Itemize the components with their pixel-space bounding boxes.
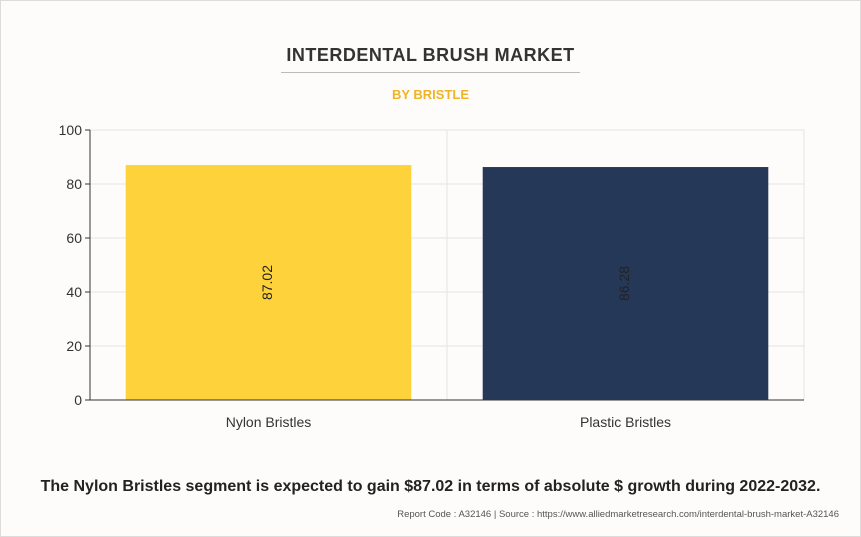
source-citation: Report Code : A32146 | Source : https://… xyxy=(397,509,839,520)
y-tick-label: 80 xyxy=(66,176,82,192)
x-category-label: Plastic Bristles xyxy=(580,414,671,430)
chart-subtitle: BY BRISTLE xyxy=(391,87,470,102)
bar-data-label: 87.02 xyxy=(259,265,275,300)
x-category-label: Nylon Bristles xyxy=(226,414,312,430)
y-tick-label: 60 xyxy=(66,230,82,246)
y-tick-label: 100 xyxy=(59,122,83,138)
title-divider xyxy=(281,72,580,73)
y-tick-label: 40 xyxy=(66,284,82,300)
y-tick-label: 0 xyxy=(74,392,82,408)
chart-title: INTERDENTAL BRUSH MARKET xyxy=(286,45,575,65)
bar-data-label: 86.28 xyxy=(616,266,632,301)
bar xyxy=(482,167,769,400)
chart-footnote: The Nylon Bristles segment is expected t… xyxy=(40,478,821,495)
y-tick-label: 20 xyxy=(66,338,82,354)
bar xyxy=(125,165,412,400)
